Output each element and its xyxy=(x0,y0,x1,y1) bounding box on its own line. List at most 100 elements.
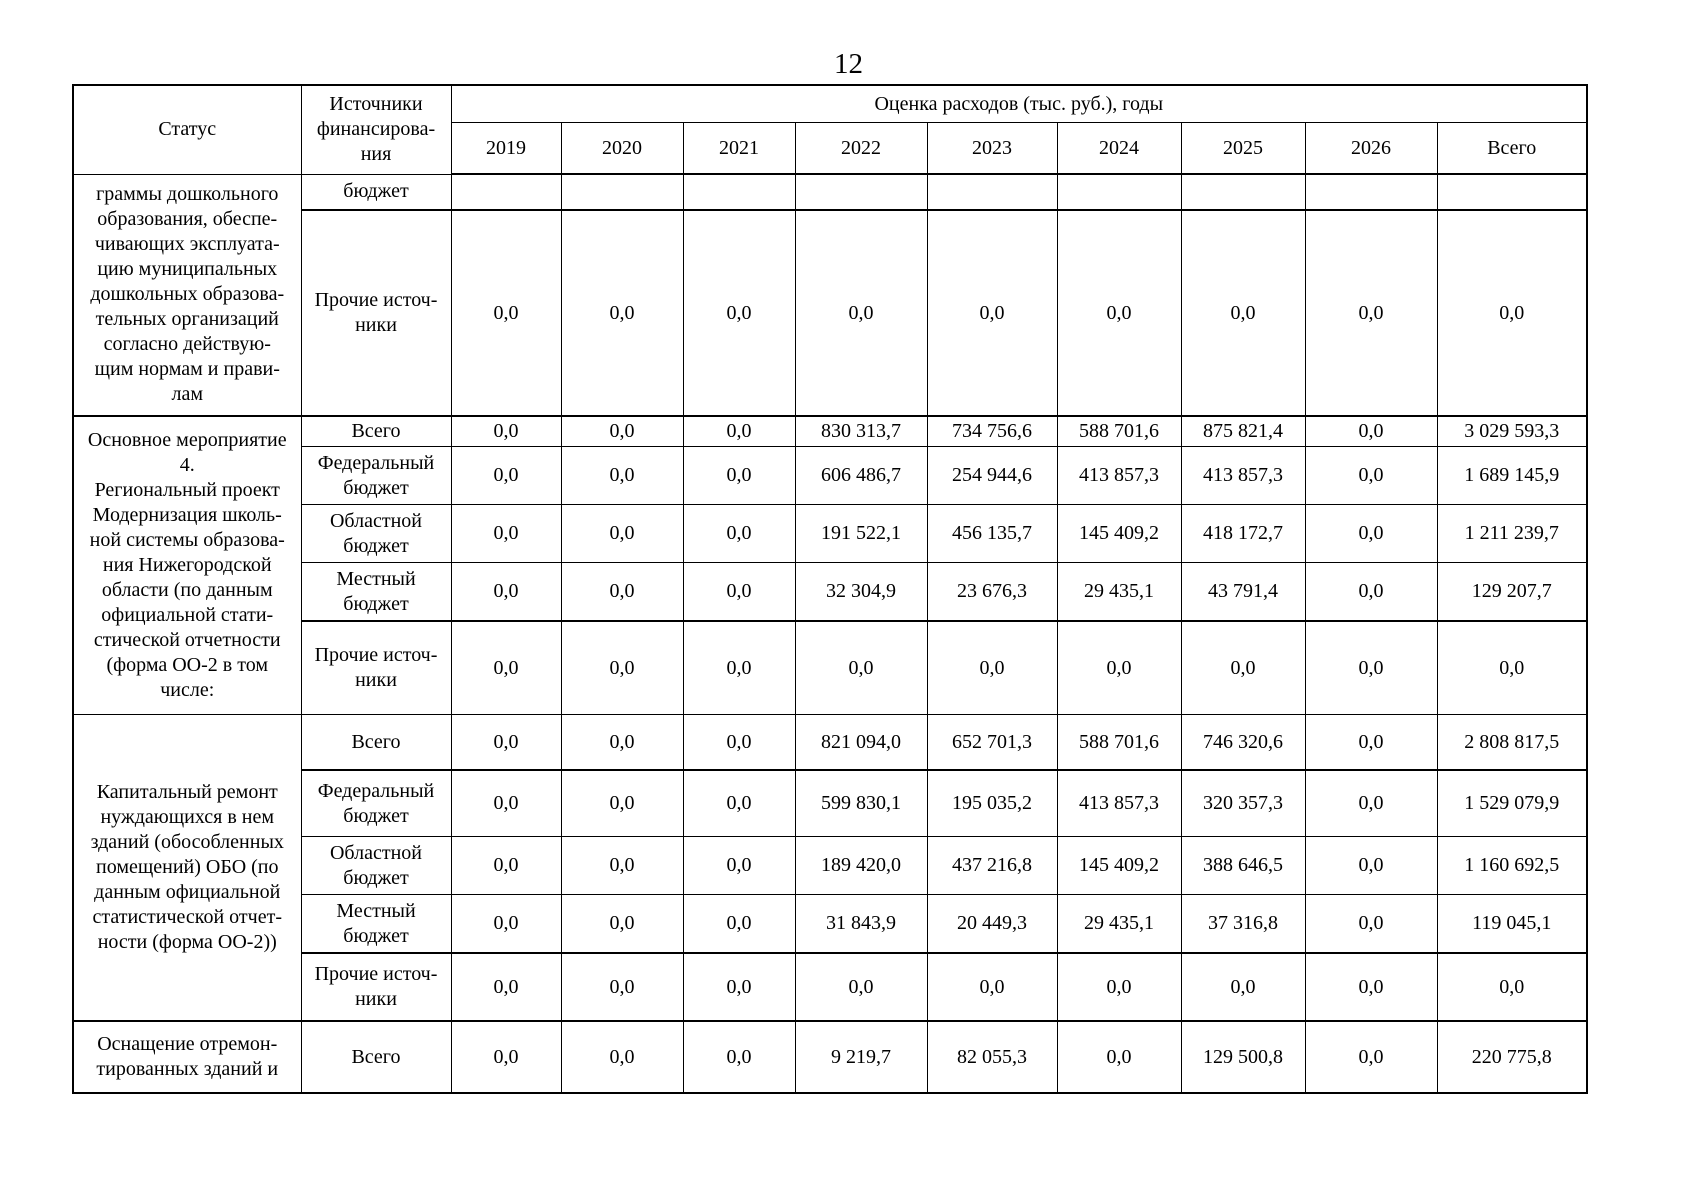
source-cell: Областной бюджет xyxy=(300,836,452,895)
value-cell: 0,0 xyxy=(1056,1020,1182,1094)
value-cell: 0,0 xyxy=(682,1020,796,1094)
value-cell: 0,0 xyxy=(450,446,562,505)
value-cell: 456 135,7 xyxy=(926,504,1058,563)
value-cell: 0,0 xyxy=(560,714,684,771)
value-cell: 0,0 xyxy=(1304,415,1438,447)
source-cell: Прочие источ- ники xyxy=(300,209,452,417)
value-cell: 0,0 xyxy=(682,836,796,895)
value-cell: 0,0 xyxy=(1436,620,1588,715)
source-cell: Местный бюджет xyxy=(300,894,452,954)
source-cell: Всего xyxy=(300,415,452,447)
source-cell: Всего xyxy=(300,1020,452,1094)
value-cell xyxy=(794,173,928,211)
expenses-table: Статус Источники финансирова- ния Оценка… xyxy=(72,84,1588,1094)
value-cell: 29 435,1 xyxy=(1056,562,1182,622)
value-cell xyxy=(1180,173,1306,211)
header-row-years: 2019 2020 2021 2022 2023 2024 2025 2026 … xyxy=(73,122,1588,175)
status-header: Статус xyxy=(72,84,302,175)
value-cell: 3 029 593,3 xyxy=(1436,415,1588,447)
value-cell xyxy=(1056,173,1182,211)
table-row: Прочие источ- ники 0,0 0,0 0,0 0,0 0,0 0… xyxy=(73,620,1588,715)
table-row: Основное мероприятие 4. Региональный про… xyxy=(72,415,1588,715)
value-cell: 9 219,7 xyxy=(794,1020,928,1094)
source-cell: Прочие источ- ники xyxy=(300,620,452,715)
value-cell: 1 529 079,9 xyxy=(1436,769,1588,837)
value-cell: 0,0 xyxy=(560,446,684,505)
value-cell xyxy=(682,173,796,211)
value-cell: 0,0 xyxy=(560,1020,684,1094)
value-cell xyxy=(1304,173,1438,211)
value-cell xyxy=(926,173,1058,211)
year-header: 2019 xyxy=(450,122,562,175)
year-header: 2024 xyxy=(1056,122,1182,175)
value-cell: 0,0 xyxy=(560,769,684,837)
value-cell: 0,0 xyxy=(1180,209,1306,417)
value-cell: 0,0 xyxy=(682,415,796,447)
value-cell: 0,0 xyxy=(926,209,1058,417)
table-row: Прочие источ- ники 0,0 0,0 0,0 0,0 0,0 0… xyxy=(73,209,1588,417)
value-cell: 0,0 xyxy=(1304,894,1438,954)
value-cell: 0,0 xyxy=(682,952,796,1022)
year-header: 2026 xyxy=(1304,122,1438,175)
value-cell: 0,0 xyxy=(450,504,562,563)
table-row: Местный бюджет 0,0 0,0 0,0 31 843,9 20 4… xyxy=(73,894,1588,954)
sources-header: Источники финансирова- ния xyxy=(300,84,452,175)
value-cell: 0,0 xyxy=(1304,1020,1438,1094)
year-header: Всего xyxy=(1436,122,1588,175)
value-cell: 1 689 145,9 xyxy=(1436,446,1588,505)
value-cell: 0,0 xyxy=(1304,769,1438,837)
value-cell: 0,0 xyxy=(560,620,684,715)
value-cell: 0,0 xyxy=(682,769,796,837)
value-cell: 129 207,7 xyxy=(1436,562,1588,622)
value-cell: 0,0 xyxy=(450,1020,562,1094)
value-cell: 0,0 xyxy=(682,894,796,954)
table-row: Федеральный бюджет 0,0 0,0 0,0 599 830,1… xyxy=(73,769,1588,837)
value-cell: 2 808 817,5 xyxy=(1436,714,1588,771)
table-row: Капитальный ремонт нуждающихся в нем зда… xyxy=(72,714,1588,1022)
value-cell: 189 420,0 xyxy=(794,836,928,895)
status-cell: Основное мероприятие 4. Региональный про… xyxy=(72,415,302,715)
value-cell: 0,0 xyxy=(794,952,928,1022)
value-cell: 0,0 xyxy=(450,952,562,1022)
value-cell: 29 435,1 xyxy=(1056,894,1182,954)
value-cell: 145 409,2 xyxy=(1056,836,1182,895)
value-cell: 43 791,4 xyxy=(1180,562,1306,622)
value-cell: 0,0 xyxy=(794,620,928,715)
value-cell: 119 045,1 xyxy=(1436,894,1588,954)
table-row: Федеральный бюджет 0,0 0,0 0,0 606 486,7… xyxy=(73,446,1588,505)
status-cell: Капитальный ремонт нуждающихся в нем зда… xyxy=(72,714,302,1022)
value-cell: 0,0 xyxy=(1304,209,1438,417)
value-cell: 0,0 xyxy=(1436,952,1588,1022)
value-cell xyxy=(450,173,562,211)
value-cell: 0,0 xyxy=(926,620,1058,715)
value-cell: 606 486,7 xyxy=(794,446,928,505)
page-number: 12 xyxy=(834,48,863,80)
source-cell: Федеральный бюджет xyxy=(300,769,452,837)
year-header: 2025 xyxy=(1180,122,1306,175)
year-header: 2021 xyxy=(682,122,796,175)
value-cell: 31 843,9 xyxy=(794,894,928,954)
value-cell: 32 304,9 xyxy=(794,562,928,622)
value-cell: 0,0 xyxy=(450,714,562,771)
year-header: 2022 xyxy=(794,122,928,175)
value-cell: 220 775,8 xyxy=(1436,1020,1588,1094)
value-cell: 1 211 239,7 xyxy=(1436,504,1588,563)
value-cell: 0,0 xyxy=(560,562,684,622)
value-cell: 0,0 xyxy=(1180,952,1306,1022)
status-cell: Оснащение отремон- тированных зданий и xyxy=(72,1020,302,1094)
value-cell: 588 701,6 xyxy=(1056,415,1182,447)
value-cell: 413 857,3 xyxy=(1056,446,1182,505)
value-cell: 20 449,3 xyxy=(926,894,1058,954)
table-row: Областной бюджет 0,0 0,0 0,0 191 522,1 4… xyxy=(73,504,1588,563)
value-cell: 254 944,6 xyxy=(926,446,1058,505)
value-cell: 0,0 xyxy=(682,620,796,715)
value-cell: 0,0 xyxy=(560,952,684,1022)
header-row-1: Статус Источники финансирова- ния Оценка… xyxy=(72,84,1588,175)
value-cell: 0,0 xyxy=(682,504,796,563)
value-cell: 437 216,8 xyxy=(926,836,1058,895)
value-cell: 23 676,3 xyxy=(926,562,1058,622)
value-cell: 0,0 xyxy=(1304,714,1438,771)
value-cell: 0,0 xyxy=(682,714,796,771)
value-cell: 746 320,6 xyxy=(1180,714,1306,771)
